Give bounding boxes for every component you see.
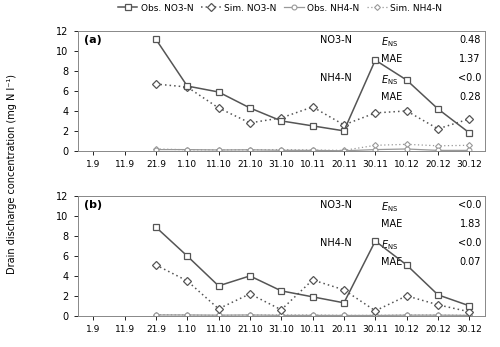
Text: MAE: MAE bbox=[381, 219, 402, 229]
Text: NH4-N: NH4-N bbox=[320, 238, 352, 248]
Text: <0.0: <0.0 bbox=[458, 200, 481, 210]
Text: 0.28: 0.28 bbox=[460, 92, 481, 102]
Text: (a): (a) bbox=[84, 35, 102, 45]
Text: 0.07: 0.07 bbox=[460, 257, 481, 267]
Text: $E_{\rm NS}$: $E_{\rm NS}$ bbox=[381, 238, 398, 252]
Text: NO3-N: NO3-N bbox=[320, 35, 352, 45]
Text: MAE: MAE bbox=[381, 54, 402, 64]
Text: <0.0: <0.0 bbox=[458, 73, 481, 83]
Text: Drain discharge concentration (mg N l⁻¹): Drain discharge concentration (mg N l⁻¹) bbox=[8, 74, 18, 273]
Text: MAE: MAE bbox=[381, 257, 402, 267]
Text: $E_{\rm NS}$: $E_{\rm NS}$ bbox=[381, 35, 398, 49]
Text: 1.37: 1.37 bbox=[460, 54, 481, 64]
Text: (b): (b) bbox=[84, 200, 102, 210]
Text: NO3-N: NO3-N bbox=[320, 200, 352, 210]
Text: NH4-N: NH4-N bbox=[320, 73, 352, 83]
Text: 1.83: 1.83 bbox=[460, 219, 481, 229]
Text: $E_{\rm NS}$: $E_{\rm NS}$ bbox=[381, 200, 398, 214]
Text: $E_{\rm NS}$: $E_{\rm NS}$ bbox=[381, 73, 398, 87]
Text: MAE: MAE bbox=[381, 92, 402, 102]
Legend: Obs. NO3-N, Sim. NO3-N, Obs. NH4-N, Sim. NH4-N: Obs. NO3-N, Sim. NO3-N, Obs. NH4-N, Sim.… bbox=[114, 0, 446, 16]
Text: <0.0: <0.0 bbox=[458, 238, 481, 248]
Text: 0.48: 0.48 bbox=[460, 35, 481, 45]
